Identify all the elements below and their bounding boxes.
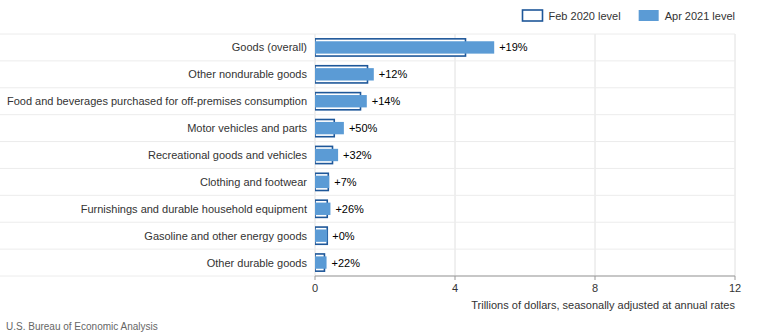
annotation: +14%	[372, 95, 401, 107]
grid-line	[455, 34, 456, 276]
category-label: Goods (overall)	[232, 41, 307, 53]
legend-swatch	[523, 10, 543, 21]
legend: Feb 2020 level Apr 2021 level	[523, 10, 736, 22]
bar	[315, 203, 330, 215]
row-separator	[0, 276, 735, 277]
bar	[315, 173, 328, 190]
category-label: Furnishings and durable household equipm…	[81, 203, 307, 215]
legend-swatch	[639, 10, 659, 21]
grid-line	[735, 34, 736, 276]
row-separator	[0, 141, 735, 142]
row-separator	[0, 249, 735, 250]
row-separator	[0, 195, 735, 196]
bar	[315, 227, 327, 244]
row-separator	[0, 87, 735, 88]
tick-label: 0	[312, 282, 318, 294]
legend-label: Feb 2020 level	[549, 10, 621, 22]
tick-label: 4	[452, 282, 458, 294]
category-label: Clothing and footwear	[200, 176, 307, 188]
x-axis-label: Trillions of dollars, seasonally adjuste…	[471, 299, 735, 311]
annotation: +26%	[335, 203, 364, 215]
bars	[315, 39, 494, 271]
bar	[315, 229, 327, 241]
category-label: Recreational goods and vehicles	[148, 149, 307, 161]
source: U.S. Bureau of Economic Analysis	[6, 321, 158, 332]
annotation: +0%	[332, 230, 355, 242]
bar	[315, 41, 494, 53]
annotation: +19%	[499, 41, 528, 53]
tick	[455, 276, 456, 280]
annotation: +32%	[343, 149, 372, 161]
row-separator	[0, 34, 735, 35]
legend-item: Feb 2020 level	[523, 10, 621, 22]
category-label: Gasoline and other energy goods	[144, 230, 307, 242]
legend-label: Apr 2021 level	[665, 10, 735, 22]
tick-label: 12	[729, 282, 741, 294]
grid-line	[595, 34, 596, 276]
annotation: +22%	[332, 257, 361, 269]
bar	[315, 95, 367, 107]
annotation: +7%	[334, 176, 357, 188]
x-axis	[315, 276, 735, 277]
bar	[315, 176, 329, 188]
bar	[315, 122, 344, 134]
legend-item: Apr 2021 level	[639, 10, 735, 22]
bar	[315, 256, 327, 268]
row-separator	[0, 114, 735, 115]
annotation: +12%	[379, 68, 408, 80]
chart: Goods (overall) Other nondurable goods Foo…	[0, 0, 769, 336]
annotation: +50%	[349, 122, 378, 134]
bar	[315, 68, 374, 80]
category-label: Other nondurable goods	[188, 68, 307, 80]
grid	[0, 34, 735, 276]
category-label: Food and beverages purchased for off-pre…	[7, 95, 307, 107]
row-separator	[0, 168, 735, 169]
tick	[595, 276, 596, 280]
category-label: Motor vehicles and parts	[187, 122, 307, 134]
row-separator	[0, 60, 735, 61]
tick-label: 8	[592, 282, 598, 294]
category-label: Other durable goods	[207, 257, 308, 269]
tick	[315, 276, 316, 280]
row-separator	[0, 222, 735, 223]
tick	[735, 276, 736, 280]
bar	[315, 149, 338, 161]
